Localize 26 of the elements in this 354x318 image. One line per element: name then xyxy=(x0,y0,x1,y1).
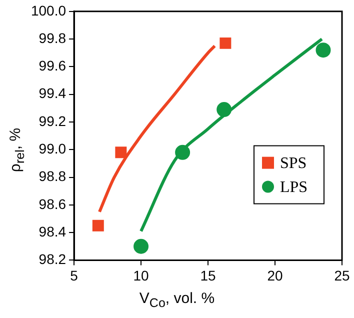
x-tick-label: 25 xyxy=(334,267,350,284)
y-tick-label: 98.2 xyxy=(38,251,66,268)
x-tick-label: 15 xyxy=(200,267,216,284)
y-tick-label: 98.8 xyxy=(38,168,66,184)
point xyxy=(115,146,127,158)
x-tick-label: 20 xyxy=(267,267,284,284)
y-tick-label: 99.6 xyxy=(38,58,66,74)
y-tick-label: 99.4 xyxy=(38,85,66,102)
y-tick-label: 99.8 xyxy=(38,30,66,46)
line-series xyxy=(98,44,216,214)
x-axis-title: V$_{Co}$, vol. % xyxy=(138,290,216,310)
legend-label: SPS xyxy=(280,155,307,172)
point xyxy=(175,144,190,160)
point xyxy=(216,102,232,118)
legend-label: LPS xyxy=(280,179,308,196)
y-tick-label: 99.2 xyxy=(38,112,66,129)
point xyxy=(316,42,331,58)
y-tick-label: 100.0 xyxy=(30,2,66,18)
point xyxy=(92,220,104,232)
y-tick-label: 98.4 xyxy=(38,223,66,240)
x-tick-label: 5 xyxy=(70,267,78,284)
y-tick-label: 98.6 xyxy=(38,196,66,212)
point xyxy=(220,37,232,49)
x-tick-label: 10 xyxy=(133,267,150,284)
y-tick-label: 99.0 xyxy=(38,140,66,156)
point xyxy=(134,238,149,254)
